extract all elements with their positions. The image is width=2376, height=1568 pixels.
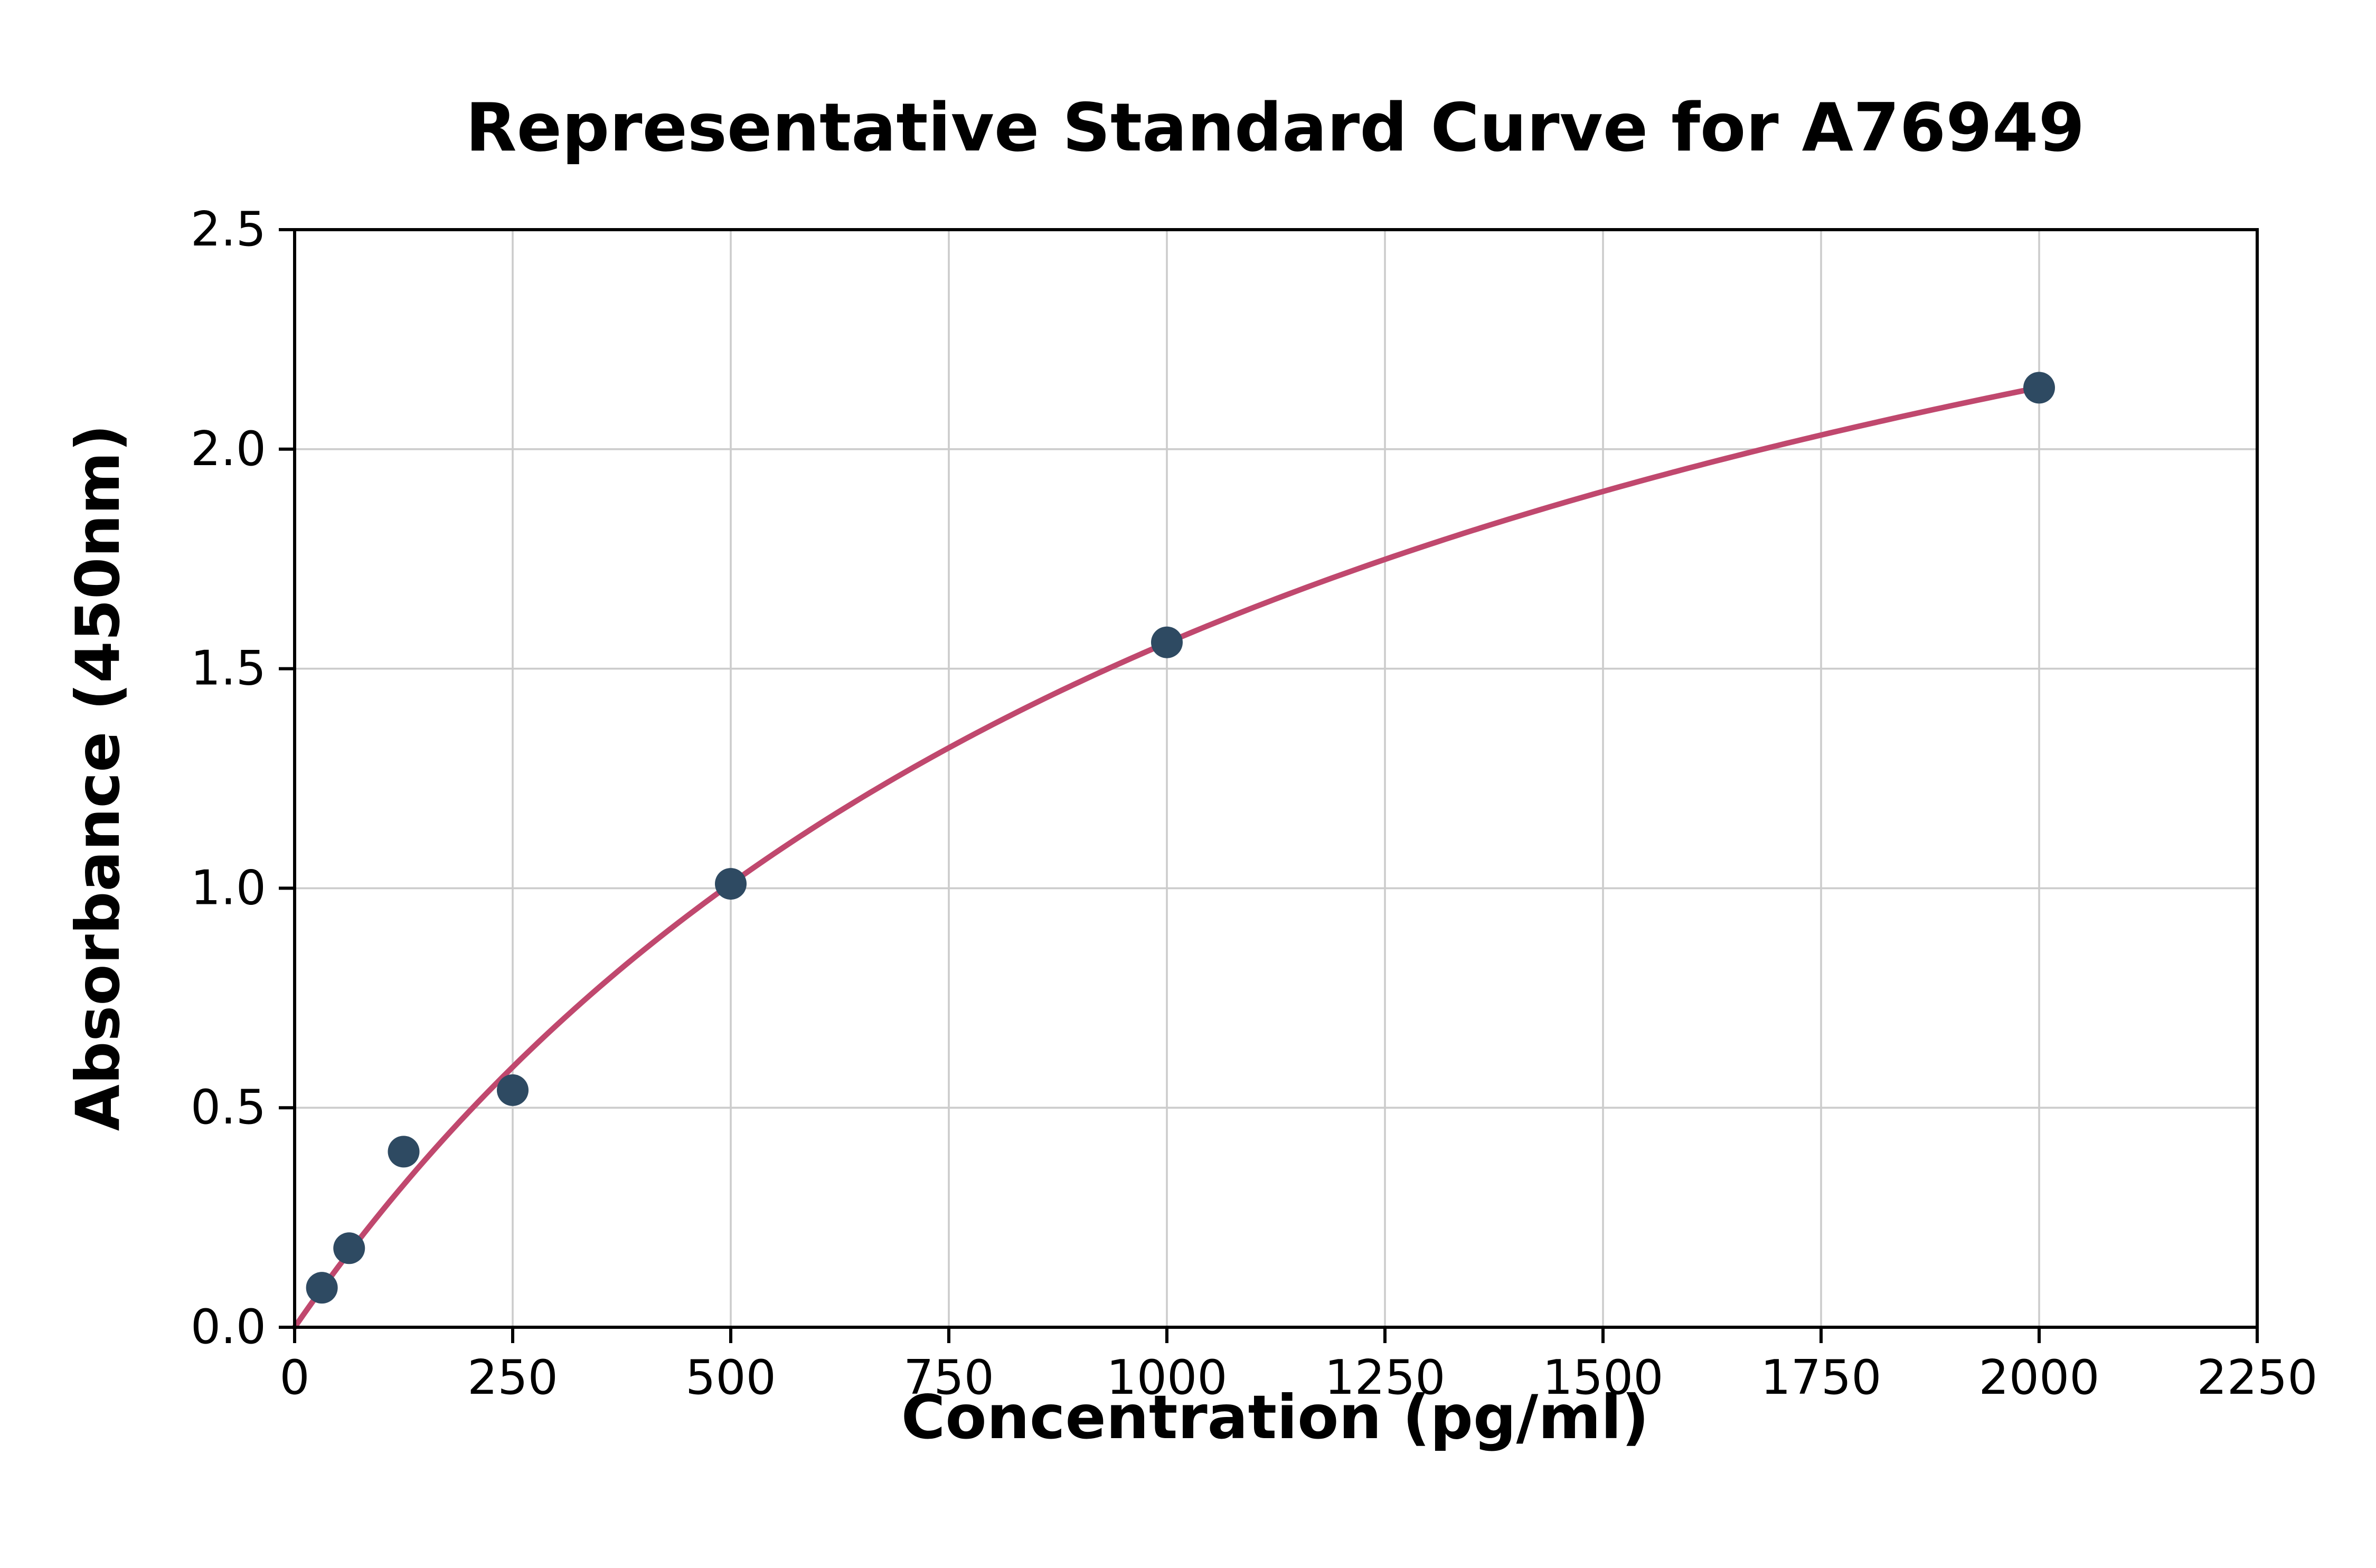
y-tick-label: 1.5 <box>191 641 266 696</box>
y-tick-label: 0.5 <box>191 1080 266 1135</box>
x-tick-label: 1250 <box>1324 1350 1445 1405</box>
y-tick-label: 0.0 <box>191 1299 266 1355</box>
data-point <box>333 1232 365 1264</box>
data-point <box>2023 372 2055 404</box>
plot-area: 0 250 500 750 1000 1250 1500 1750 2000 2250 0.0 0.5… <box>191 202 2318 1405</box>
data-point <box>497 1074 529 1106</box>
x-tick-label: 1750 <box>1760 1350 1881 1405</box>
data-point <box>1151 626 1183 658</box>
x-tick-label: 2250 <box>2196 1350 2317 1405</box>
x-tick-label: 750 <box>903 1350 994 1405</box>
y-tick-label: 2.5 <box>191 202 266 257</box>
chart-title: Representative Standard Curve for A76949 <box>466 89 2085 166</box>
data-point <box>306 1272 338 1304</box>
plot-border <box>293 228 2259 1329</box>
x-axis-label: Concentration (pg/ml) <box>901 1382 1649 1452</box>
y-tick-label: 1.0 <box>191 860 266 915</box>
x-tick-label: 1000 <box>1106 1350 1227 1405</box>
data-point <box>715 868 747 900</box>
x-tick-label: 250 <box>467 1350 558 1405</box>
x-tick-label: 1500 <box>1542 1350 1663 1405</box>
x-tick-label: 0 <box>279 1350 309 1405</box>
data-point <box>388 1136 420 1168</box>
y-axis-label: Absorbance (450nm) <box>63 424 133 1131</box>
x-tick-label: 500 <box>685 1350 776 1405</box>
x-tick-label: 2000 <box>1978 1350 2099 1405</box>
y-tick-label: 2.0 <box>191 421 266 477</box>
